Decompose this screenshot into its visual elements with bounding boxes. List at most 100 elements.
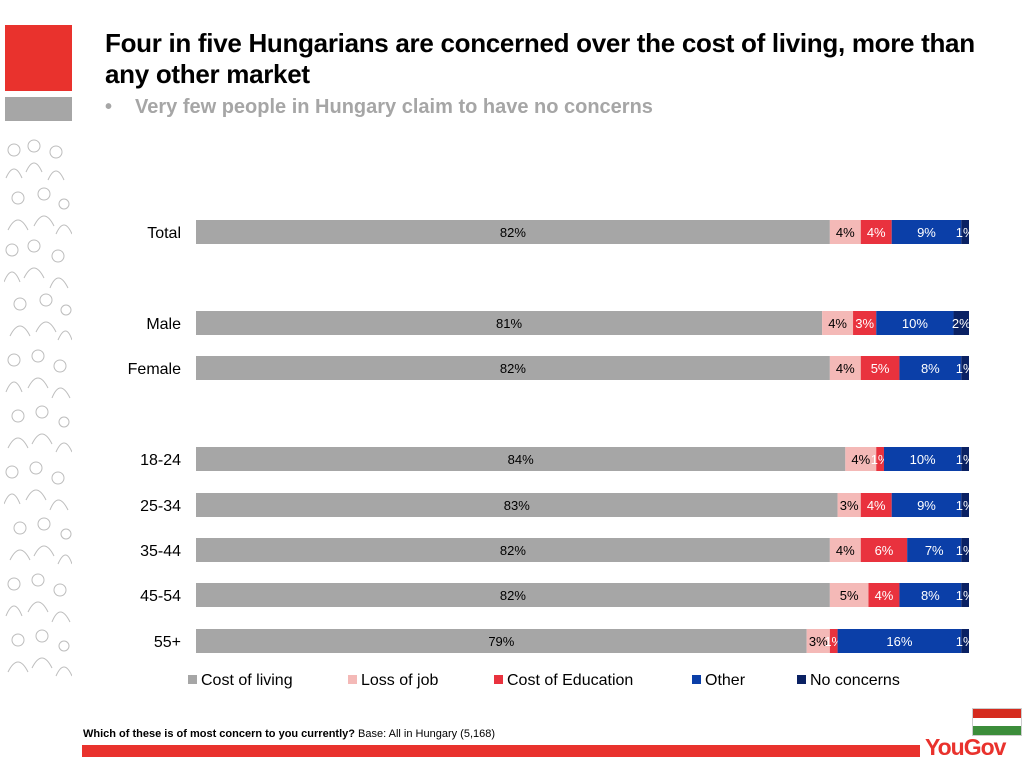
bar-segment [860, 493, 892, 517]
bar-segment [961, 583, 969, 607]
bar-segment [829, 356, 861, 380]
bar-segment [860, 356, 900, 380]
data-label: 9% [917, 498, 936, 513]
flag-stripe-green [973, 726, 1021, 735]
bar-segment [196, 356, 830, 380]
legend-label: Other [705, 672, 746, 689]
brand-grey-block [5, 97, 72, 121]
bar-segment [806, 629, 830, 653]
subtitle-text: Very few people in Hungary claim to have… [135, 96, 653, 118]
category-label: 35-44 [140, 543, 181, 560]
bar-segment [853, 311, 877, 335]
data-label: 10% [902, 316, 928, 331]
footnote-question: Which of these is of most concern to you… [83, 728, 355, 740]
legend-swatch [494, 675, 503, 684]
data-label: 4% [867, 498, 886, 513]
data-label: 3% [840, 498, 859, 513]
bar-segment [961, 629, 969, 653]
data-label: 1% [956, 588, 975, 603]
category-label: Male [146, 316, 181, 333]
hungary-flag-icon [972, 708, 1022, 736]
legend-swatch [348, 675, 357, 684]
bar-segment [876, 311, 954, 335]
data-label: 1% [956, 452, 975, 467]
data-label: 1% [956, 498, 975, 513]
data-label: 79% [488, 634, 514, 649]
flag-stripe-red [973, 709, 1021, 718]
data-label: 4% [875, 588, 894, 603]
slide-title: Four in five Hungarians are concerned ov… [105, 28, 975, 89]
bottom-accent-bar [82, 745, 920, 757]
category-label: Total [147, 225, 181, 242]
data-label: 82% [500, 588, 526, 603]
category-label: 45-54 [140, 588, 181, 605]
footnote: Which of these is of most concern to you… [83, 728, 495, 740]
data-label: 4% [851, 452, 870, 467]
legend-swatch [188, 675, 197, 684]
bar-segment [829, 220, 861, 244]
bar-segment [953, 311, 969, 335]
bar-segment [961, 220, 969, 244]
data-label: 1% [956, 361, 975, 376]
bar-segment [899, 583, 962, 607]
stacked-bar-chart: Total 82% 4% 4% 9% 1% Male 81% 4% 3% 10% 2% Female 82… [128, 220, 975, 689]
data-label: 4% [836, 543, 855, 558]
legend-label: Cost of living [201, 672, 293, 689]
data-label: 9% [917, 225, 936, 240]
data-label: 81% [496, 316, 522, 331]
brand-red-block [5, 25, 72, 91]
legend-label: No concerns [810, 672, 900, 689]
data-label: 82% [500, 361, 526, 376]
data-label: 5% [871, 361, 890, 376]
data-label: 84% [508, 452, 534, 467]
data-label: 1% [956, 634, 975, 649]
bar-segment [829, 583, 869, 607]
category-label: 18-24 [140, 452, 181, 469]
bar-segment [899, 356, 962, 380]
legend-label: Cost of Education [507, 672, 633, 689]
data-label: 8% [921, 361, 940, 376]
data-label: 2% [952, 316, 971, 331]
data-label: 8% [921, 588, 940, 603]
data-label: 83% [504, 498, 530, 513]
subtitle-bullet: • [105, 96, 113, 118]
legend-swatch [692, 675, 701, 684]
data-label: 16% [886, 634, 912, 649]
bar-segment [891, 220, 962, 244]
data-label: 10% [910, 452, 936, 467]
bar-segment [961, 356, 969, 380]
bar-segment [196, 220, 830, 244]
data-label: 1% [956, 543, 975, 558]
data-label: 6% [875, 543, 894, 558]
bar-segment [860, 220, 892, 244]
bar-segment [196, 447, 846, 471]
bar-segment [907, 538, 962, 562]
bar-segment [837, 629, 962, 653]
data-label: 4% [867, 225, 886, 240]
bar-segment [845, 447, 877, 471]
bar-segment [868, 583, 900, 607]
bar-segment [961, 538, 969, 562]
bar-segment [883, 447, 962, 471]
data-label: 1% [956, 225, 975, 240]
data-label: 3% [809, 634, 828, 649]
bar-segment [829, 538, 861, 562]
data-label: 4% [828, 316, 847, 331]
bar-segment [822, 311, 854, 335]
data-label: 82% [500, 543, 526, 558]
data-label: 5% [840, 588, 859, 603]
bar-segment [196, 583, 830, 607]
category-label: 55+ [154, 634, 181, 651]
bar-segment [829, 629, 838, 653]
legend-swatch [797, 675, 806, 684]
bar-segment [196, 538, 830, 562]
legend-label: Loss of job [361, 672, 438, 689]
flag-stripe-white [973, 717, 1021, 727]
bar-segment [196, 493, 838, 517]
slide-subtitle: • Very few people in Hungary claim to hav… [105, 96, 653, 119]
data-label: 7% [925, 543, 944, 558]
data-label: 4% [836, 225, 855, 240]
bar-segment [961, 447, 969, 471]
bar-segment [961, 493, 969, 517]
data-label: 3% [855, 316, 874, 331]
